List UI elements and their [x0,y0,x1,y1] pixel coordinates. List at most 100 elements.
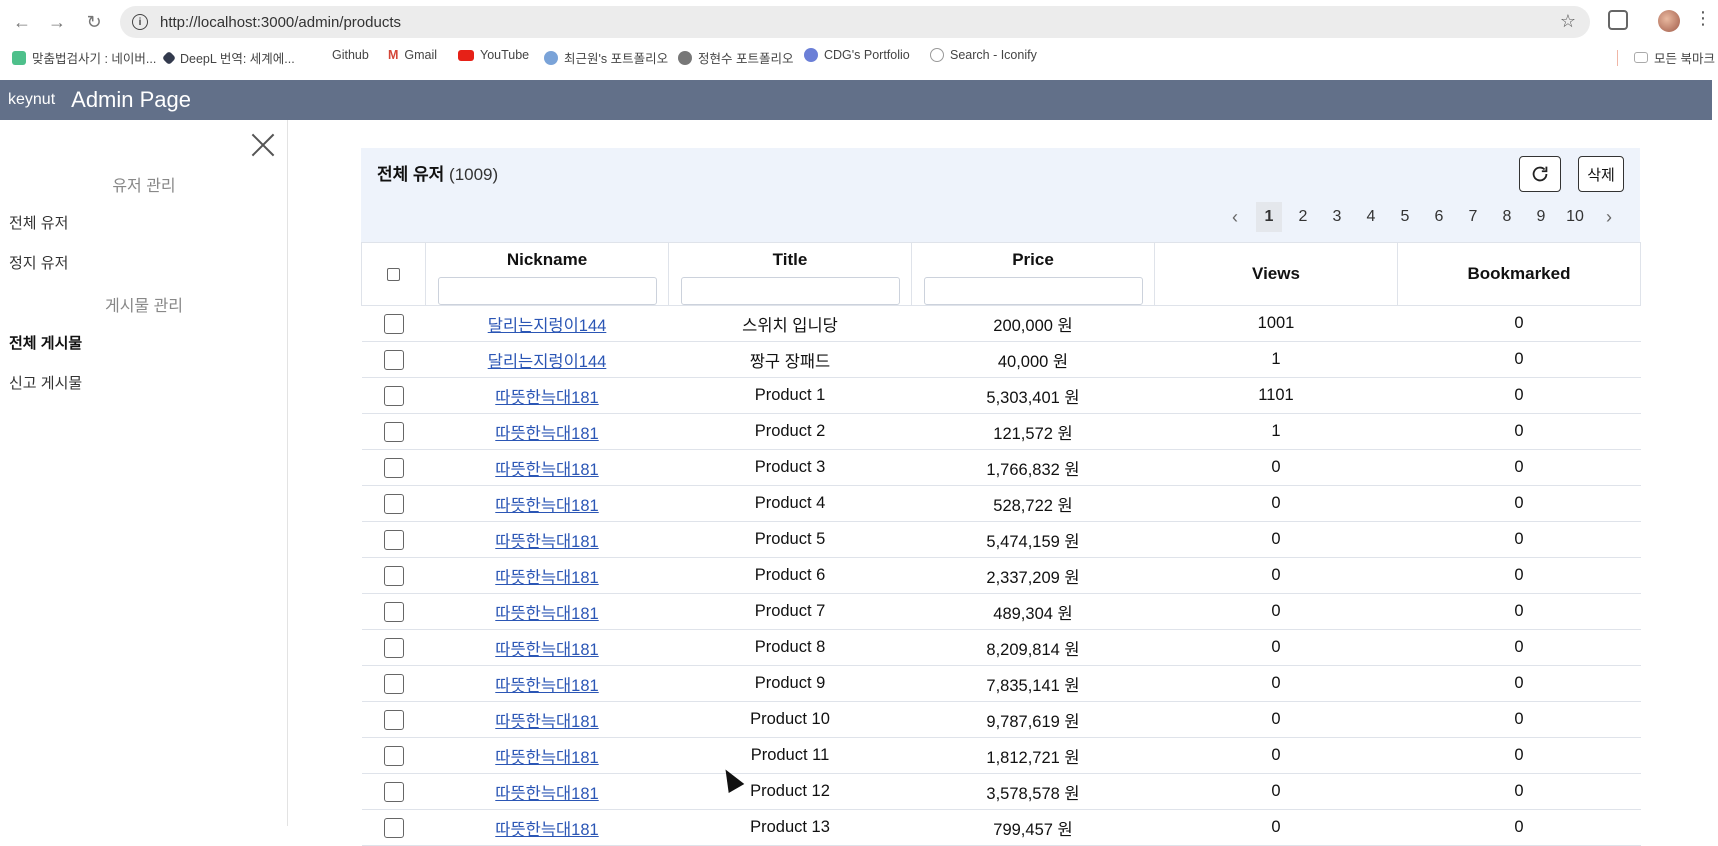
url-text[interactable]: http://localhost:3000/admin/products [160,13,401,31]
views-cell: 1101 [1154,377,1398,414]
row-checkbox[interactable] [383,493,404,514]
row-checkbox[interactable] [383,349,404,370]
nickname-link[interactable]: 따뜻한늑대181 [495,820,599,839]
nickname-link[interactable]: 따뜻한늑대181 [495,424,599,443]
row-checkbox[interactable] [383,313,404,334]
nickname-link[interactable]: 달리는지렁이144 [487,352,607,371]
row-checkbox[interactable] [383,421,404,442]
back-icon[interactable]: ← [13,11,31,32]
bookmark-item[interactable]: 최근원's 포트폴리오 [544,48,668,67]
row-checkbox[interactable] [383,601,404,622]
page-number[interactable]: 3 [1332,208,1342,225]
page-number[interactable]: 7 [1468,208,1478,225]
row-checkbox[interactable] [383,781,404,802]
nickname-link[interactable]: 따뜻한늑대181 [495,748,599,767]
bookmark-item[interactable]: YouTube [458,48,529,62]
bookmark-item[interactable]: 정현수 포트폴리오 [678,48,793,67]
row-checkbox[interactable] [383,817,404,838]
price-cell: 8,209,814 원 [911,629,1155,666]
select-all-cell [361,242,426,306]
profile-avatar[interactable] [1658,10,1680,32]
title-cell: Product 5 [668,521,912,558]
sidebar-item-all-posts[interactable]: 전체 게시물 [9,335,83,352]
all-bookmarks[interactable]: 모든 북마크 [1634,48,1715,67]
nickname-link[interactable]: 따뜻한늑대181 [495,604,599,623]
nickname-link[interactable]: 따뜻한늑대181 [495,640,599,659]
page-number[interactable]: 2 [1298,208,1308,225]
address-bar[interactable]: i http://localhost:3000/admin/products ☆ [120,6,1590,38]
prev-page-icon[interactable]: ‹ [1232,207,1238,227]
row-select-cell [361,629,426,666]
bookmark-star-icon[interactable]: ☆ [1559,11,1576,31]
row-select-cell [361,557,426,594]
sidebar-item-suspended-users[interactable]: 정지 유저 [9,255,69,272]
nickname-cell: 따뜻한늑대181 [425,701,669,738]
row-checkbox[interactable] [383,709,404,730]
bookmark-item[interactable]: DeepL 번역: 세계에... [161,48,295,67]
close-icon[interactable] [250,132,276,158]
bookmark-item[interactable]: 맞춤법검사기 : 네이버... [12,48,156,67]
reload-icon[interactable]: ↻ [86,11,102,32]
title-cell: Product 3 [668,449,912,486]
column-header-views[interactable]: Views [1154,242,1398,306]
extensions-icon[interactable] [1608,10,1628,30]
products-panel: 전체 유저 (1009) 삭제 ‹ 1 2 3 4 5 6 7 8 9 10 › Nickname … [361,148,1641,846]
row-checkbox[interactable] [383,457,404,478]
bookmarked-cell: 0 [1397,665,1641,702]
row-checkbox[interactable] [383,565,404,586]
nickname-link[interactable]: 달리는지렁이144 [487,316,607,335]
title-cell: Product 1 [668,377,912,414]
page-number[interactable]: 5 [1400,208,1410,225]
row-checkbox[interactable] [383,385,404,406]
nickname-link[interactable]: 따뜻한늑대181 [495,532,599,551]
row-select-cell [361,521,426,558]
title-cell: Product 12 [668,773,912,810]
row-checkbox[interactable] [383,529,404,550]
bookmark-item[interactable]: M Gmail [388,48,438,62]
nickname-link[interactable]: 따뜻한늑대181 [495,676,599,695]
nickname-filter-input[interactable] [437,277,657,305]
nickname-link[interactable]: 따뜻한늑대181 [495,460,599,479]
page-number[interactable]: 6 [1434,208,1444,225]
brand-logo[interactable]: keynut [8,91,56,108]
select-all-checkbox[interactable] [387,268,400,282]
site-info-icon[interactable]: i [132,14,148,30]
bookmark-item[interactable]: Github [312,48,369,62]
page-number[interactable]: 9 [1536,208,1546,225]
nickname-link[interactable]: 따뜻한늑대181 [495,496,599,515]
price-cell: 489,304 원 [911,593,1155,630]
bookmarked-cell: 0 [1397,809,1641,846]
nickname-link[interactable]: 따뜻한늑대181 [495,784,599,803]
nickname-cell: 따뜻한늑대181 [425,557,669,594]
page-number[interactable]: 10 [1566,208,1584,225]
nickname-cell: 따뜻한늑대181 [425,737,669,774]
nickname-link[interactable]: 따뜻한늑대181 [495,712,599,731]
row-checkbox[interactable] [383,745,404,766]
sidebar-item-all-users[interactable]: 전체 유저 [9,215,69,232]
refresh-icon [1532,166,1548,182]
forward-icon[interactable]: → [48,11,66,32]
bookmark-favicon-icon [678,50,692,65]
row-checkbox[interactable] [383,637,404,658]
row-checkbox[interactable] [383,673,404,694]
page-number[interactable]: 1 [1256,202,1282,232]
delete-button[interactable]: 삭제 [1578,156,1624,192]
refresh-button[interactable] [1519,156,1561,192]
bookmarked-cell: 0 [1397,557,1641,594]
price-filter-input[interactable] [923,277,1143,305]
menu-icon[interactable]: ⋮ [1694,8,1712,28]
page-number[interactable]: 4 [1366,208,1376,225]
app-header: keynut Admin Page [0,80,1712,120]
nickname-link[interactable]: 따뜻한늑대181 [495,388,599,407]
sidebar-item-reported-posts[interactable]: 신고 게시물 [9,375,83,392]
page-number[interactable]: 8 [1502,208,1512,225]
views-cell: 0 [1154,665,1398,702]
next-page-icon[interactable]: › [1606,207,1612,227]
column-header-bookmarked[interactable]: Bookmarked [1397,242,1641,306]
nickname-link[interactable]: 따뜻한늑대181 [495,568,599,587]
bookmark-item[interactable]: Search - Iconify [930,48,1037,62]
bookmark-item[interactable]: CDG's Portfolio [804,48,910,62]
nickname-cell: 따뜻한늑대181 [425,629,669,666]
title-filter-input[interactable] [680,277,900,305]
